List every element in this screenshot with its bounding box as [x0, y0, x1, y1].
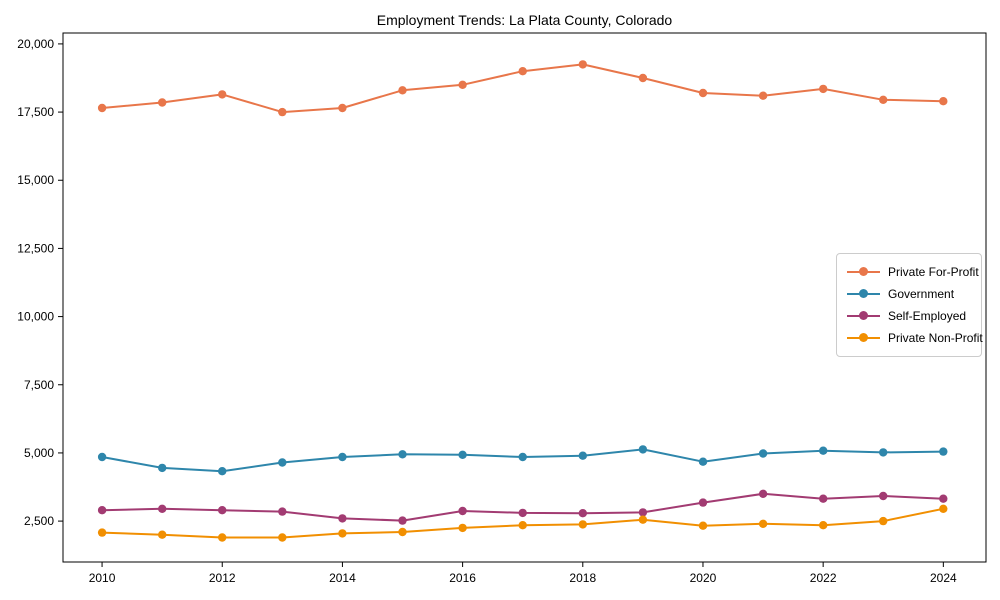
- data-point-self-employed-2019: [638, 508, 648, 517]
- data-point-private-non-profit-2018: [578, 520, 587, 529]
- data-point-private-for-profit-2014: [338, 103, 347, 113]
- y-tick-label: 5,000: [24, 446, 54, 460]
- y-tick-label: 17,500: [17, 105, 54, 119]
- data-point-private-for-profit-2010: [97, 103, 107, 113]
- x-tick-label: 2024: [930, 571, 957, 585]
- legend-item-private-for-profit: Private For-Profit: [847, 261, 979, 283]
- data-point-self-employed-2020: [698, 498, 708, 507]
- x-tick-label: 2014: [329, 571, 356, 585]
- data-point-private-for-profit-2017: [518, 67, 527, 76]
- y-tick-label: 12,500: [17, 241, 54, 255]
- data-point-self-employed-2022: [819, 494, 828, 503]
- data-point-self-employed-2010: [97, 506, 107, 515]
- data-point-private-for-profit-2011: [158, 98, 167, 107]
- legend-label: Private For-Profit: [888, 265, 979, 279]
- data-point-government-2011: [158, 463, 167, 473]
- data-point-government-2017: [518, 452, 527, 462]
- data-point-self-employed-2012: [218, 506, 227, 515]
- y-tick-label: 2,500: [24, 514, 54, 528]
- data-point-private-for-profit-2020: [698, 88, 708, 98]
- x-tick-label: 2010: [89, 571, 116, 585]
- data-point-self-employed-2017: [518, 508, 527, 518]
- legend-line-marker-icon: [847, 289, 880, 299]
- data-point-government-2016: [458, 450, 467, 459]
- data-point-government-2018: [578, 451, 587, 460]
- plot-frame: [62, 32, 987, 563]
- data-point-private-non-profit-2020: [698, 521, 708, 530]
- data-point-private-for-profit-2021: [758, 91, 768, 100]
- data-point-government-2012: [218, 467, 227, 476]
- data-point-private-non-profit-2010: [97, 528, 107, 537]
- data-point-private-for-profit-2018: [578, 60, 587, 69]
- y-tick-label: 10,000: [17, 310, 54, 324]
- data-point-self-employed-2013: [278, 507, 287, 516]
- data-point-private-non-profit-2015: [398, 527, 407, 537]
- data-point-government-2014: [338, 452, 347, 462]
- legend-item-government: Government: [847, 283, 971, 305]
- data-point-self-employed-2021: [758, 489, 768, 498]
- legend-label: Self-Employed: [888, 309, 967, 323]
- data-point-private-for-profit-2012: [218, 90, 227, 99]
- legend-line-marker-icon: [847, 333, 880, 343]
- data-point-private-non-profit-2023: [879, 516, 888, 526]
- data-point-private-non-profit-2012: [218, 533, 227, 542]
- data-point-self-employed-2018: [578, 509, 587, 518]
- legend-item-self-employed: Self-Employed: [847, 305, 971, 327]
- data-point-private-for-profit-2016: [458, 80, 467, 90]
- y-tick-label: 15,000: [17, 173, 54, 187]
- x-tick-label: 2022: [810, 571, 837, 585]
- data-point-self-employed-2024: [939, 494, 948, 503]
- legend-item-private-non-profit: Private Non-Profit: [847, 327, 983, 349]
- data-point-self-employed-2023: [879, 491, 888, 501]
- data-point-private-for-profit-2022: [819, 84, 828, 94]
- data-point-private-non-profit-2014: [338, 529, 347, 538]
- x-tick-label: 2020: [690, 571, 717, 585]
- x-tick-label: 2012: [209, 571, 236, 585]
- data-point-government-2015: [398, 450, 407, 459]
- data-point-self-employed-2014: [338, 514, 347, 523]
- legend-line-marker-icon: [847, 267, 880, 277]
- data-point-private-non-profit-2022: [819, 521, 828, 530]
- data-point-private-non-profit-2011: [158, 530, 167, 539]
- data-point-government-2020: [698, 457, 708, 466]
- chart-title: Employment Trends: La Plata County, Colo…: [376, 12, 673, 28]
- data-point-self-employed-2011: [158, 504, 167, 513]
- data-point-private-for-profit-2024: [939, 97, 948, 106]
- data-point-private-for-profit-2015: [398, 86, 407, 95]
- legend-line-marker-icon: [847, 311, 880, 321]
- data-point-private-non-profit-2019: [638, 515, 648, 524]
- data-point-private-for-profit-2019: [638, 73, 648, 83]
- x-tick-label: 2016: [449, 571, 476, 585]
- legend-label: Private Non-Profit: [888, 331, 983, 345]
- data-point-private-non-profit-2016: [458, 523, 467, 533]
- legend: Private For-Profit Government Self-Employe…: [836, 253, 983, 357]
- data-point-government-2013: [278, 458, 287, 467]
- data-point-private-for-profit-2013: [278, 107, 287, 117]
- data-point-government-2019: [638, 445, 648, 454]
- legend-label: Government: [888, 287, 955, 301]
- data-point-self-employed-2016: [458, 506, 467, 516]
- data-point-private-non-profit-2017: [518, 521, 527, 530]
- data-point-government-2024: [939, 447, 948, 456]
- y-tick-label: 20,000: [17, 37, 54, 51]
- data-point-government-2022: [819, 446, 828, 455]
- data-point-government-2010: [97, 452, 107, 462]
- x-tick-label: 2018: [569, 571, 596, 585]
- data-point-government-2021: [758, 449, 768, 458]
- data-point-private-non-profit-2024: [939, 504, 948, 513]
- data-point-government-2023: [879, 448, 888, 457]
- data-point-private-for-profit-2023: [879, 95, 888, 105]
- data-point-private-non-profit-2013: [278, 533, 287, 542]
- data-point-private-non-profit-2021: [758, 519, 768, 528]
- y-tick-label: 7,500: [24, 378, 54, 392]
- data-point-self-employed-2015: [398, 516, 407, 525]
